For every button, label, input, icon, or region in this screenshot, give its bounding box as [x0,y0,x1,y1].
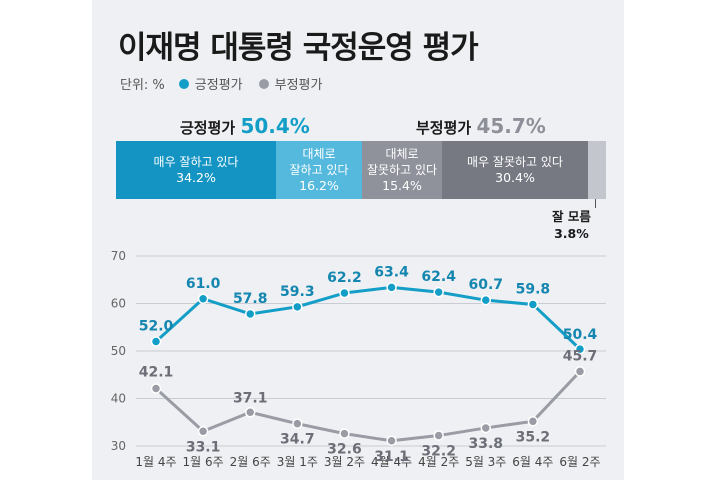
positive-data-label: 57.8 [233,291,268,307]
negative-data-label: 33.1 [186,439,221,455]
positive-point [574,343,586,355]
positive-point [433,286,444,298]
segment-very-good: 매우 잘하고 있다 34.2% [116,141,276,199]
negative-point [292,418,303,429]
callout-tick [595,199,596,208]
page-title: 이재명 대통령 국정운영 평가 [118,30,479,66]
positive-legend-dot [178,78,189,89]
y-tick-label: 60 [111,297,126,311]
segment-pct: 16.2% [299,178,339,193]
x-tick-label: 3월 1주 [277,455,318,469]
segment-pct: 34.2% [176,170,216,185]
negative-point [433,430,444,441]
negative-data-label: 37.1 [233,390,268,406]
positive-point [150,336,162,347]
negative-point [150,383,162,394]
negative-data-label: 31.1 [374,449,409,465]
negative-data-label: 42.1 [139,365,174,381]
positive-point [197,293,209,304]
negative-legend-label: 부정평가 [274,78,323,93]
positive-series-line [154,285,582,351]
x-tick-label: 1월 4주 [135,455,176,469]
negative-data-label: 32.6 [327,442,362,458]
positive-point [292,301,303,313]
positive-point [244,308,256,320]
x-tick-label: 6월 4주 [512,455,553,469]
positive-data-label: 59.8 [516,281,551,297]
segment-somewhat-bad: 대체로 잘못하고 있다 15.4% [362,141,442,199]
x-tick-label: 4월 2주 [418,455,459,469]
positive-legend-label: 긍정평가 [194,78,243,93]
positive-data-label: 60.7 [469,277,504,293]
positive-summary-label: 긍정평가 [180,119,236,137]
negative-point [480,422,492,434]
segment-pct: 30.4% [495,170,535,185]
unknown-pct: 3.8% [554,226,589,241]
negative-summary: 부정평가 45.7% [416,114,546,138]
positive-data-label: 59.3 [280,284,315,300]
segment-label: 매우 잘하고 있다 [153,155,239,169]
segment-label-line1: 대체로 [385,147,419,161]
negative-data-label: 34.7 [280,432,315,448]
legend: 단위: % 긍정평가 부정평가 [120,74,322,93]
positive-data-label: 50.4 [563,327,598,343]
x-tick-label: 4월 4주 [371,455,412,469]
negative-series-line [154,370,582,443]
segment-pct: 15.4% [382,178,422,193]
positive-point [386,282,397,293]
segment-somewhat-good: 대체로 잘하고 있다 16.2% [276,141,362,199]
positive-data-label: 63.4 [374,264,409,280]
negative-legend-dot [258,78,269,89]
negative-point [197,426,209,437]
positive-point [339,287,350,299]
positive-data-label: 62.2 [327,270,362,286]
positive-summary-value: 50.4% [240,114,310,138]
negative-point [339,428,350,439]
approval-line-chart: 30 40 50 60 70 1월 4주 1월 6주 2월 6주 3월 1주 3월 2주 4월 4주… [111,249,606,469]
negative-summary-value: 45.7% [476,114,546,138]
negative-point [574,366,586,377]
x-tick-label: 5월 3주 [465,455,506,469]
unknown-callout: 잘 모름 3.8% [552,199,596,242]
positive-data-label: 52.0 [139,319,174,335]
unknown-label: 잘 모름 [552,209,591,224]
negative-point [527,416,539,427]
y-tick-label: 40 [111,392,126,406]
positive-data-label: 62.4 [421,269,456,285]
y-tick-label: 50 [111,344,126,358]
segment-label-line2: 잘못하고 있다 [366,163,438,177]
negative-data-label: 33.8 [469,436,504,452]
positive-point [480,294,492,306]
segment-unknown [588,141,606,199]
unit-label: 단위: % [120,78,165,93]
positive-point [527,299,539,310]
x-tick-label: 3월 2주 [324,455,365,469]
x-tick-label: 2월 6주 [230,455,271,469]
segment-very-bad: 매우 잘못하고 있다 30.4% [442,141,588,199]
segment-label-line2: 잘하고 있다 [289,163,349,177]
negative-point [244,407,256,418]
segment-label-line1: 대체로 [302,147,336,161]
negative-data-label: 45.7 [563,348,598,364]
x-tick-label: 1월 6주 [183,455,224,469]
x-tick-label: 6월 2주 [559,455,600,469]
segment-label: 매우 잘못하고 있다 [467,155,563,169]
negative-data-label: 32.2 [421,444,456,460]
y-tick-label: 70 [111,249,126,263]
positive-summary: 긍정평가 50.4% [180,114,310,138]
negative-point [386,435,397,447]
negative-summary-label: 부정평가 [416,119,472,137]
positive-data-label: 61.0 [186,276,221,292]
y-tick-label: 30 [111,439,126,453]
breakdown-bar: 매우 잘하고 있다 34.2% 대체로 잘하고 있다 16.2% 대체로 잘못하… [116,141,606,199]
negative-data-label: 35.2 [516,429,551,445]
